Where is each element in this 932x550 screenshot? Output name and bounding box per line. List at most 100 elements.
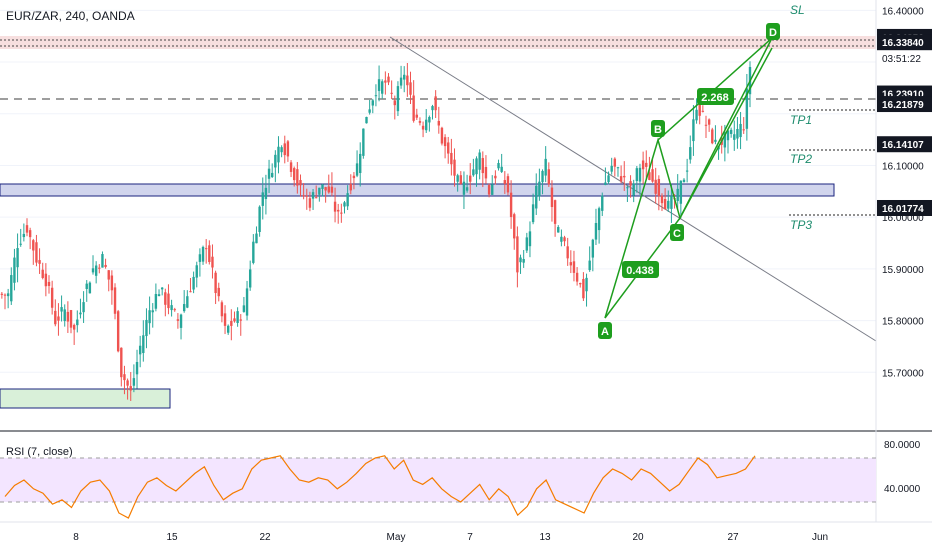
tp1-label: TP1 xyxy=(790,113,812,127)
candle-body xyxy=(569,262,573,266)
candle-body xyxy=(145,319,148,337)
candle-body xyxy=(601,195,604,211)
candle-body xyxy=(522,259,525,263)
candle-body xyxy=(572,261,576,273)
svg-text:16.21879: 16.21879 xyxy=(882,100,924,111)
time-axis-label: 7 xyxy=(467,532,473,543)
candle-body xyxy=(421,125,425,130)
candle-body xyxy=(57,316,60,321)
symbol-label[interactable]: EUR/ZAR, 240, OANDA xyxy=(6,9,135,23)
point-b-marker[interactable]: B xyxy=(651,120,665,137)
candle-body xyxy=(164,292,167,305)
candle-body xyxy=(544,158,547,176)
candle-body xyxy=(343,202,346,207)
candle-body xyxy=(528,231,532,247)
candle-body xyxy=(579,283,582,285)
price-label: 16.01774 xyxy=(877,199,932,216)
candle-body xyxy=(60,307,63,312)
candle-body xyxy=(220,302,224,317)
candle-body xyxy=(657,178,661,197)
rsi-axis[interactable]: 80.0000 40.0000 xyxy=(884,440,921,495)
candle-body xyxy=(198,254,202,262)
candle-body xyxy=(315,197,318,199)
price-label: 15.80000 xyxy=(882,317,924,328)
candle-body xyxy=(447,142,450,154)
candle-body xyxy=(13,257,16,283)
svg-text:16.33840: 16.33840 xyxy=(882,38,924,49)
candle-body xyxy=(456,175,459,182)
candle-body xyxy=(292,168,296,181)
price-label: 15.70000 xyxy=(882,368,924,379)
candle-body xyxy=(277,146,280,163)
candle-body xyxy=(94,265,98,276)
candle-body xyxy=(462,181,466,195)
candle-body xyxy=(478,152,481,170)
svg-text:15.70000: 15.70000 xyxy=(882,368,924,379)
candle-body xyxy=(69,310,73,328)
candle-body xyxy=(440,127,444,144)
candle-body xyxy=(217,287,220,297)
candle-body xyxy=(714,139,717,142)
candle-body xyxy=(591,239,595,258)
sl-label: SL xyxy=(790,3,805,17)
candle-body xyxy=(547,169,551,185)
candle-body xyxy=(41,269,44,278)
candle-body xyxy=(519,257,522,263)
candle-body xyxy=(632,183,635,196)
candle-body xyxy=(289,162,293,172)
candle-body xyxy=(189,291,192,293)
candle-body xyxy=(679,180,683,204)
candle-body xyxy=(723,132,727,148)
candle-body xyxy=(368,109,371,113)
candle-body xyxy=(374,95,378,97)
candle-body xyxy=(66,311,70,322)
candle-body xyxy=(513,214,516,239)
candle-body xyxy=(123,374,126,381)
candle-body xyxy=(651,169,654,182)
candle-body xyxy=(318,187,321,195)
candle-body xyxy=(148,310,151,324)
svg-text:16.23910: 16.23910 xyxy=(882,90,924,101)
time-axis-label: 22 xyxy=(259,532,271,543)
candle-body xyxy=(261,192,264,206)
point-a-marker[interactable]: A xyxy=(598,322,612,339)
candle-body xyxy=(296,169,299,186)
time-axis[interactable]: 8 15 22 May 7 13 20 27 Jun xyxy=(73,532,828,543)
point-c-marker[interactable]: C xyxy=(670,224,684,241)
price-label: 16.14107 xyxy=(877,136,932,153)
candle-body xyxy=(563,237,566,242)
svg-text:16.10000: 16.10000 xyxy=(882,161,924,172)
candle-body xyxy=(311,192,315,199)
candle-body xyxy=(192,276,195,290)
candle-body xyxy=(384,80,387,83)
candle-body xyxy=(160,287,164,290)
time-axis-label: 27 xyxy=(727,532,739,543)
candle-body xyxy=(349,183,352,191)
svg-text:16.14107: 16.14107 xyxy=(882,140,924,151)
candle-body xyxy=(365,116,368,124)
candle-body xyxy=(729,129,733,134)
candle-body xyxy=(226,325,230,333)
candle-body xyxy=(425,119,428,131)
price-axis[interactable]: 16.4000016.3485603:51:2216.3384016.23910… xyxy=(877,6,932,379)
candle-body xyxy=(355,163,359,176)
candle-body xyxy=(535,185,538,209)
point-d-marker[interactable]: D xyxy=(766,23,780,40)
candle-body xyxy=(3,294,7,296)
candle-body xyxy=(670,195,673,209)
candle-body xyxy=(685,170,689,172)
support-zone xyxy=(0,183,835,197)
price-label: 15.90000 xyxy=(882,265,924,276)
candle-body xyxy=(308,198,312,208)
candle-body xyxy=(707,119,711,125)
candle-body xyxy=(453,159,456,176)
point-b-label: B xyxy=(654,124,662,136)
candle-body xyxy=(726,130,730,141)
candle-body xyxy=(739,123,742,138)
candle-body xyxy=(745,88,749,129)
candle-body xyxy=(35,242,38,263)
candle-body xyxy=(733,134,736,140)
candle-body xyxy=(138,345,142,355)
ratio-bc-label: 2.268 xyxy=(697,88,734,105)
